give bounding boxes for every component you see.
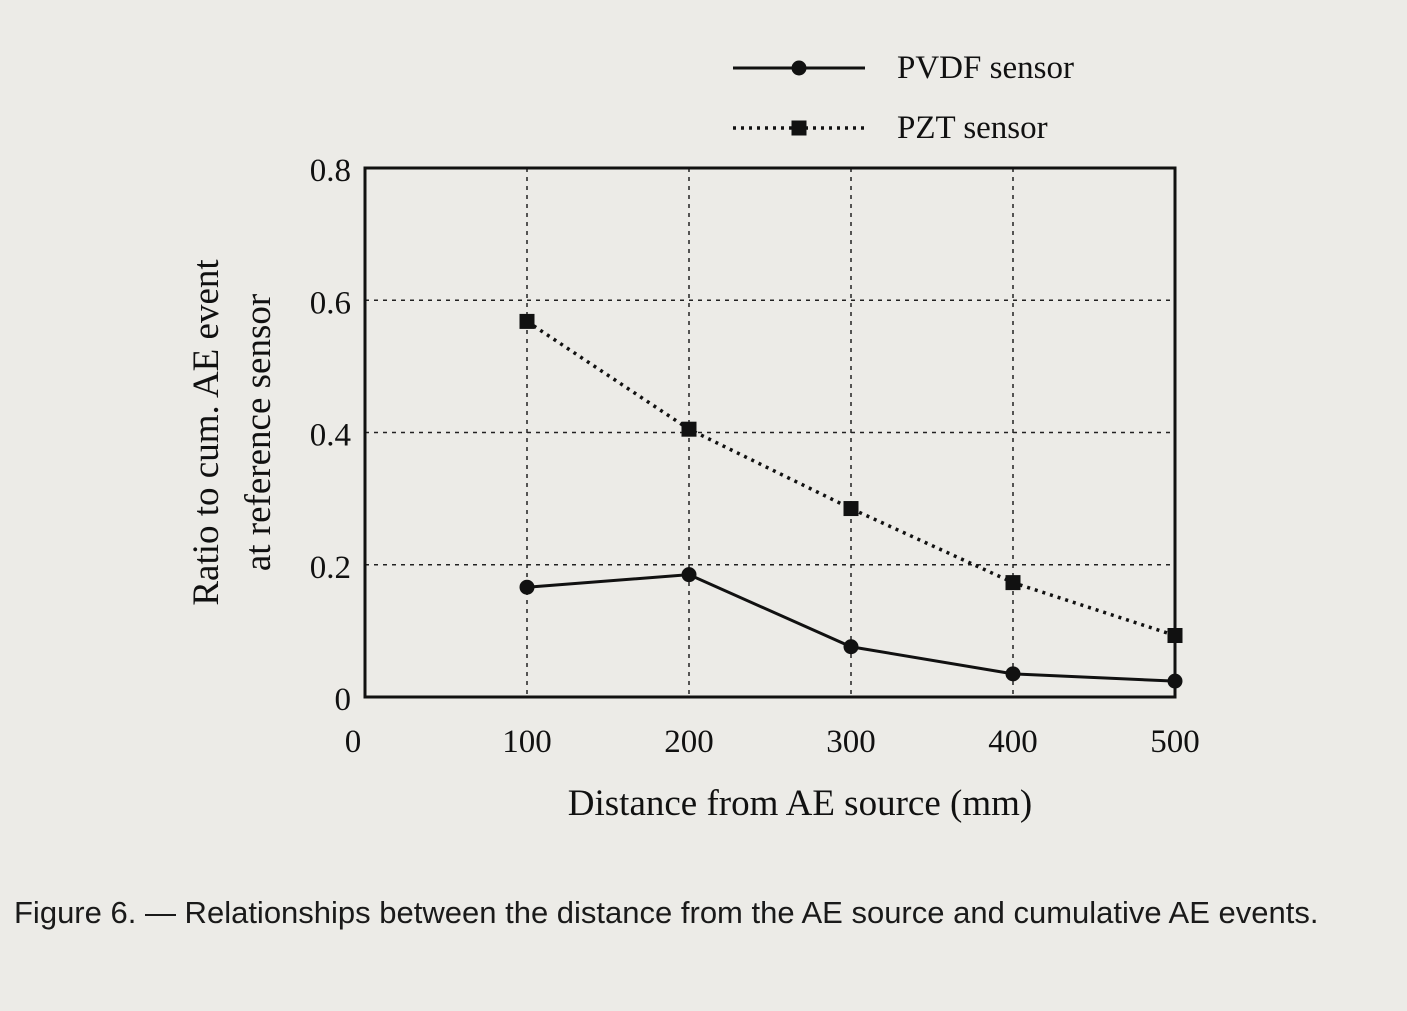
x-tick-label: 500	[1150, 724, 1200, 760]
series-layer	[519, 313, 1183, 689]
data-point-circle	[681, 567, 697, 583]
y-tick-label: 0.6	[310, 285, 351, 321]
series-line-1	[526, 319, 1176, 638]
x-tick-label: 200	[664, 724, 714, 760]
y-axis-title-line-1: Ratio to cum. AE event	[186, 259, 227, 606]
data-point-square	[843, 501, 859, 517]
x-axis-title: Distance from AE source (mm)	[568, 783, 1032, 824]
y-tick-label: 0.2	[310, 550, 351, 586]
tick-labels: 0 100 200 300 400 500 0 0.2 0.4 0.6 0.8	[310, 153, 1200, 760]
data-point-square	[1167, 628, 1183, 644]
data-point-square	[1005, 575, 1021, 591]
legend: PVDF sensor PZT sensor	[733, 50, 1074, 146]
legend-marker-circle	[791, 60, 807, 76]
data-point-circle	[1167, 673, 1183, 689]
x-tick-label: 100	[502, 724, 552, 760]
x-tick-label: 300	[826, 724, 876, 760]
data-point-square	[681, 421, 697, 437]
x-tick-label: 0	[345, 724, 362, 760]
y-axis-title-line-2: at reference sensor	[238, 294, 279, 571]
gridlines	[365, 168, 1175, 697]
data-point-circle	[843, 639, 859, 655]
legend-marker-square	[791, 120, 807, 136]
legend-label-1: PZT sensor	[897, 110, 1048, 146]
legend-label-0: PVDF sensor	[897, 50, 1074, 86]
y-tick-label: 0.4	[310, 418, 351, 454]
figure-caption: Figure 6. — Relationships between the di…	[14, 895, 1319, 930]
x-tick-label: 400	[988, 724, 1038, 760]
data-point-circle	[519, 579, 535, 595]
data-point-square	[519, 313, 535, 329]
y-tick-label: 0.8	[310, 153, 351, 189]
data-point-circle	[1005, 666, 1021, 682]
y-tick-label: 0	[335, 682, 352, 718]
plot-area-frame	[363, 166, 1177, 699]
